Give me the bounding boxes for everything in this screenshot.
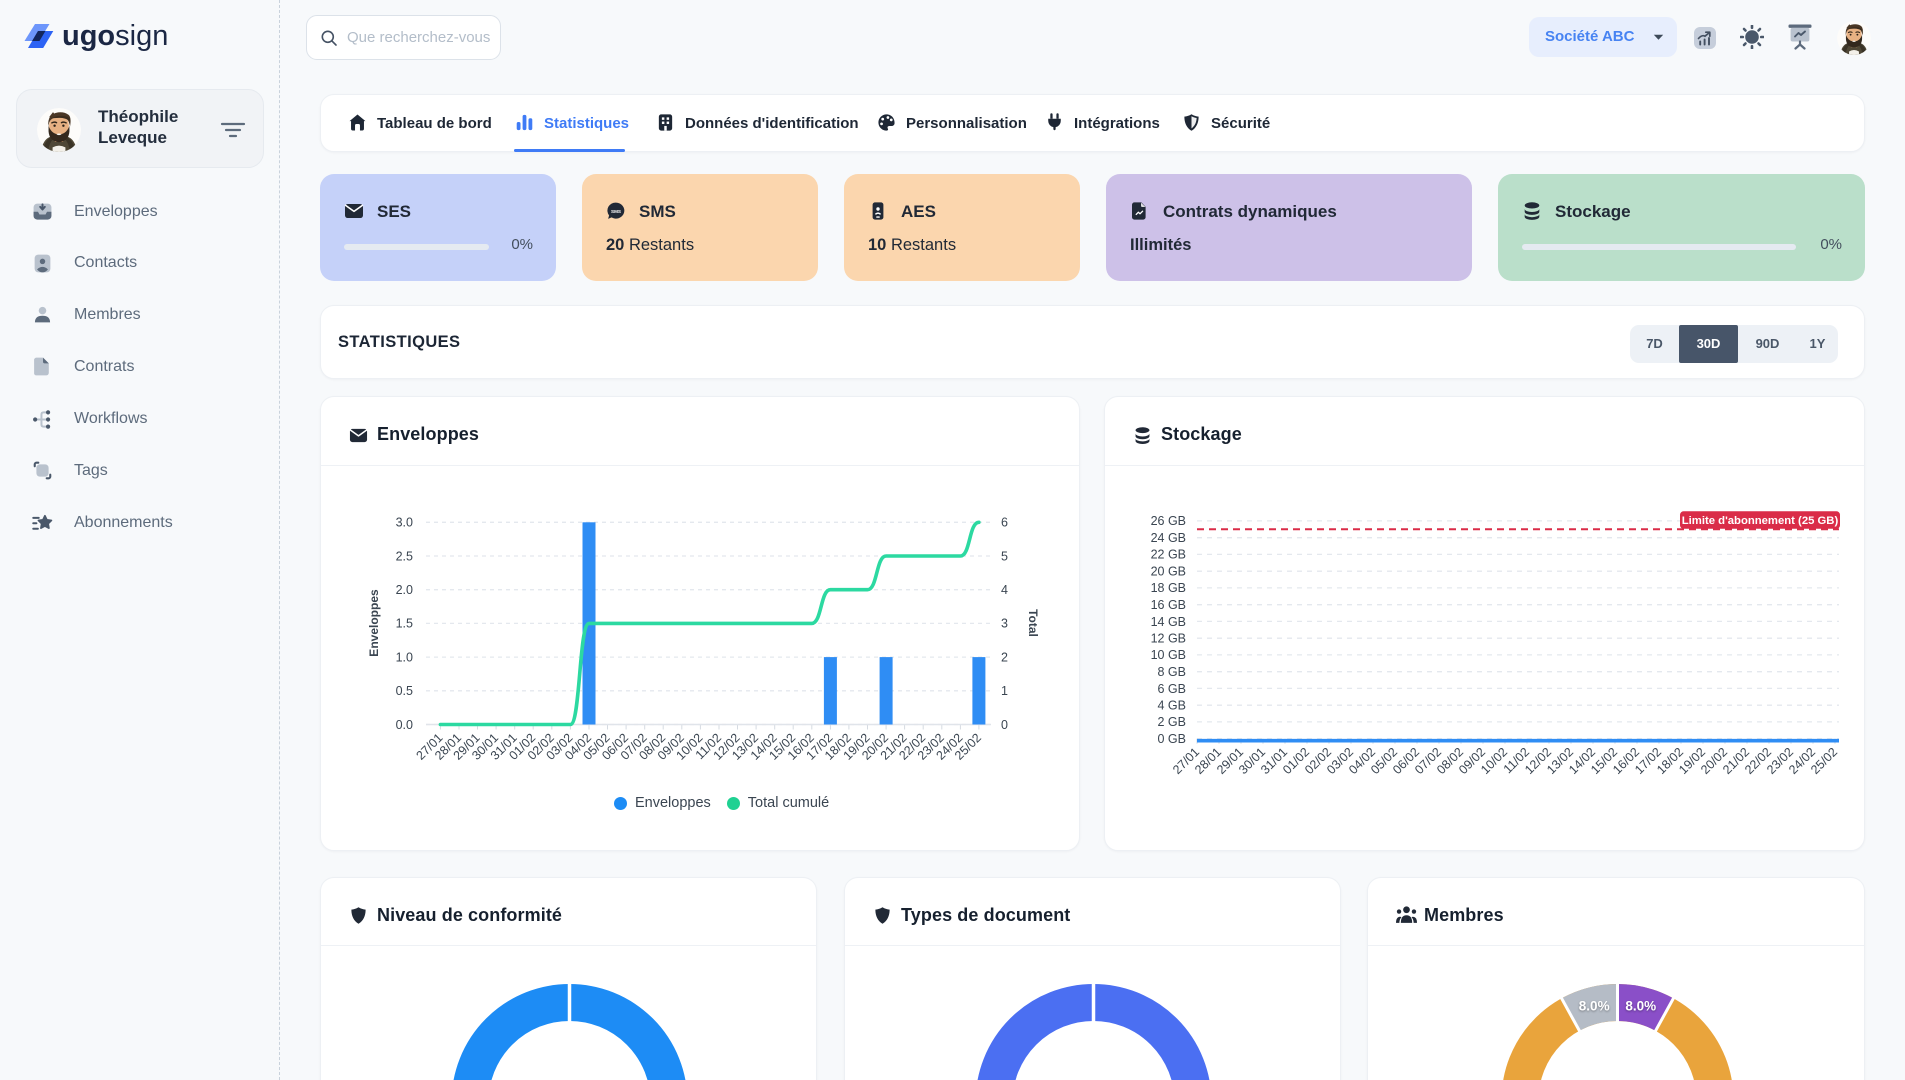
svg-text:Enveloppes: Enveloppes (367, 589, 381, 657)
svg-text:4: 4 (1001, 583, 1008, 597)
svg-text:2.0: 2.0 (396, 583, 413, 597)
svg-text:1.0: 1.0 (396, 650, 413, 664)
svg-text:Total: Total (1026, 609, 1040, 637)
svg-text:SMS: SMS (611, 209, 621, 214)
svg-text:12 GB: 12 GB (1151, 632, 1186, 646)
svg-text:2: 2 (1001, 650, 1008, 664)
svg-text:8.0%: 8.0% (1579, 999, 1610, 1014)
svg-text:8.0%: 8.0% (1625, 999, 1656, 1014)
svg-text:0.5: 0.5 (396, 684, 413, 698)
svg-text:26 GB: 26 GB (1151, 514, 1186, 528)
svg-text:1.5: 1.5 (396, 617, 413, 631)
svg-text:6 GB: 6 GB (1158, 682, 1187, 696)
svg-text:14 GB: 14 GB (1151, 615, 1186, 629)
svg-text:4 GB: 4 GB (1158, 699, 1187, 713)
svg-text:10 GB: 10 GB (1151, 648, 1186, 662)
svg-text:3.0: 3.0 (396, 516, 413, 530)
svg-text:0 GB: 0 GB (1158, 732, 1187, 746)
svg-text:20 GB: 20 GB (1151, 565, 1186, 579)
svg-text:8 GB: 8 GB (1158, 665, 1187, 679)
svg-text:18 GB: 18 GB (1151, 581, 1186, 595)
svg-text:6: 6 (1001, 516, 1008, 530)
svg-text:22 GB: 22 GB (1151, 548, 1186, 562)
svg-text:2 GB: 2 GB (1158, 715, 1187, 729)
svg-text:16 GB: 16 GB (1151, 598, 1186, 612)
svg-text:24 GB: 24 GB (1151, 531, 1186, 545)
svg-text:0.0: 0.0 (396, 718, 413, 732)
svg-text:3: 3 (1001, 617, 1008, 631)
svg-text:5: 5 (1001, 549, 1008, 563)
svg-text:1: 1 (1001, 684, 1008, 698)
svg-text:0: 0 (1001, 718, 1008, 732)
svg-text:Limite d'abonnement (25 GB): Limite d'abonnement (25 GB) (1682, 515, 1839, 527)
svg-text:2.5: 2.5 (396, 549, 413, 563)
